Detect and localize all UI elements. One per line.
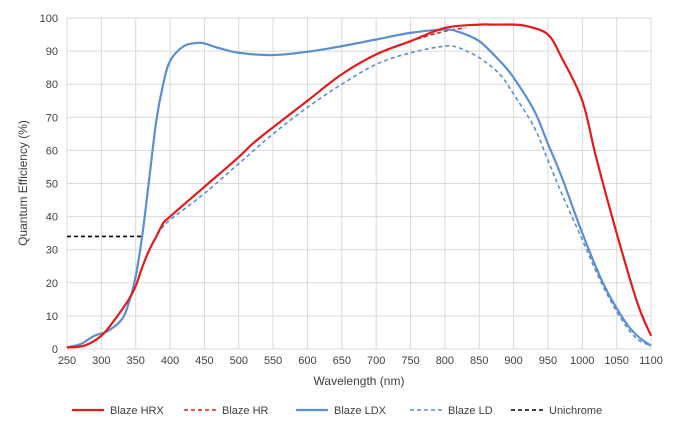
x-tick-labels: 250 300 350 400 450 500 550 600 650 700 750 800 850 9… — [58, 355, 663, 367]
y-tick-label: 10 — [46, 311, 58, 323]
y-tick-label: 80 — [46, 79, 58, 91]
legend-label-blaze-ld: Blaze LD — [448, 405, 493, 417]
x-tick-label: 950 — [539, 355, 557, 367]
series-line-blaze-ld — [66, 44, 652, 349]
x-tick-label: 350 — [127, 355, 145, 367]
x-tick-label: 1050 — [604, 355, 628, 367]
x-tick-label: 850 — [470, 355, 488, 367]
legend-label-blaze-hr: Blaze HR — [222, 405, 269, 417]
y-tick-label: 20 — [46, 278, 58, 290]
y-tick-labels: 0 10 20 30 40 50 60 70 80 90 100 — [40, 13, 58, 356]
x-tick-label: 650 — [333, 355, 351, 367]
x-tick-label: 700 — [367, 355, 385, 367]
x-tick-label: 250 — [58, 355, 76, 367]
x-tick-label: 500 — [230, 355, 248, 367]
x-tick-label: 400 — [161, 355, 179, 367]
series-line-blaze-ldx — [66, 28, 652, 349]
y-tick-label: 100 — [40, 13, 58, 25]
x-tick-label: 600 — [298, 355, 316, 367]
y-tick-label: 30 — [46, 245, 58, 257]
legend-label-blaze-hrx: Blaze HRX — [110, 405, 164, 417]
x-tick-label: 550 — [264, 355, 282, 367]
legend-label-unichrome: Unichrome — [549, 405, 602, 417]
legend: Blaze HRX Blaze HR Blaze LDX Blaze LD Unichr… — [72, 405, 602, 417]
y-tick-label: 90 — [46, 46, 58, 58]
y-tick-label: 40 — [46, 212, 58, 224]
y-tick-label: 50 — [46, 179, 58, 191]
x-tick-label: 450 — [195, 355, 213, 367]
y-tick-label: 0 — [52, 344, 58, 356]
x-axis-title: Wavelength (nm) — [314, 374, 405, 388]
series-lines — [66, 23, 653, 349]
legend-label-blaze-ldx: Blaze LDX — [334, 405, 387, 417]
grid-lines — [66, 17, 652, 350]
x-tick-label: 1000 — [570, 355, 594, 367]
y-tick-label: 70 — [46, 112, 58, 124]
y-tick-label: 60 — [46, 145, 58, 157]
x-tick-label: 900 — [504, 355, 522, 367]
y-axis-title: Quantum Efficiency (%) — [16, 120, 30, 246]
series-line-blaze-hr — [66, 27, 466, 349]
x-tick-label: 300 — [92, 355, 110, 367]
series-line-blaze-hrx — [66, 23, 653, 349]
x-tick-label: 800 — [436, 355, 454, 367]
x-tick-label: 750 — [401, 355, 419, 367]
x-tick-label: 1100 — [639, 355, 663, 367]
